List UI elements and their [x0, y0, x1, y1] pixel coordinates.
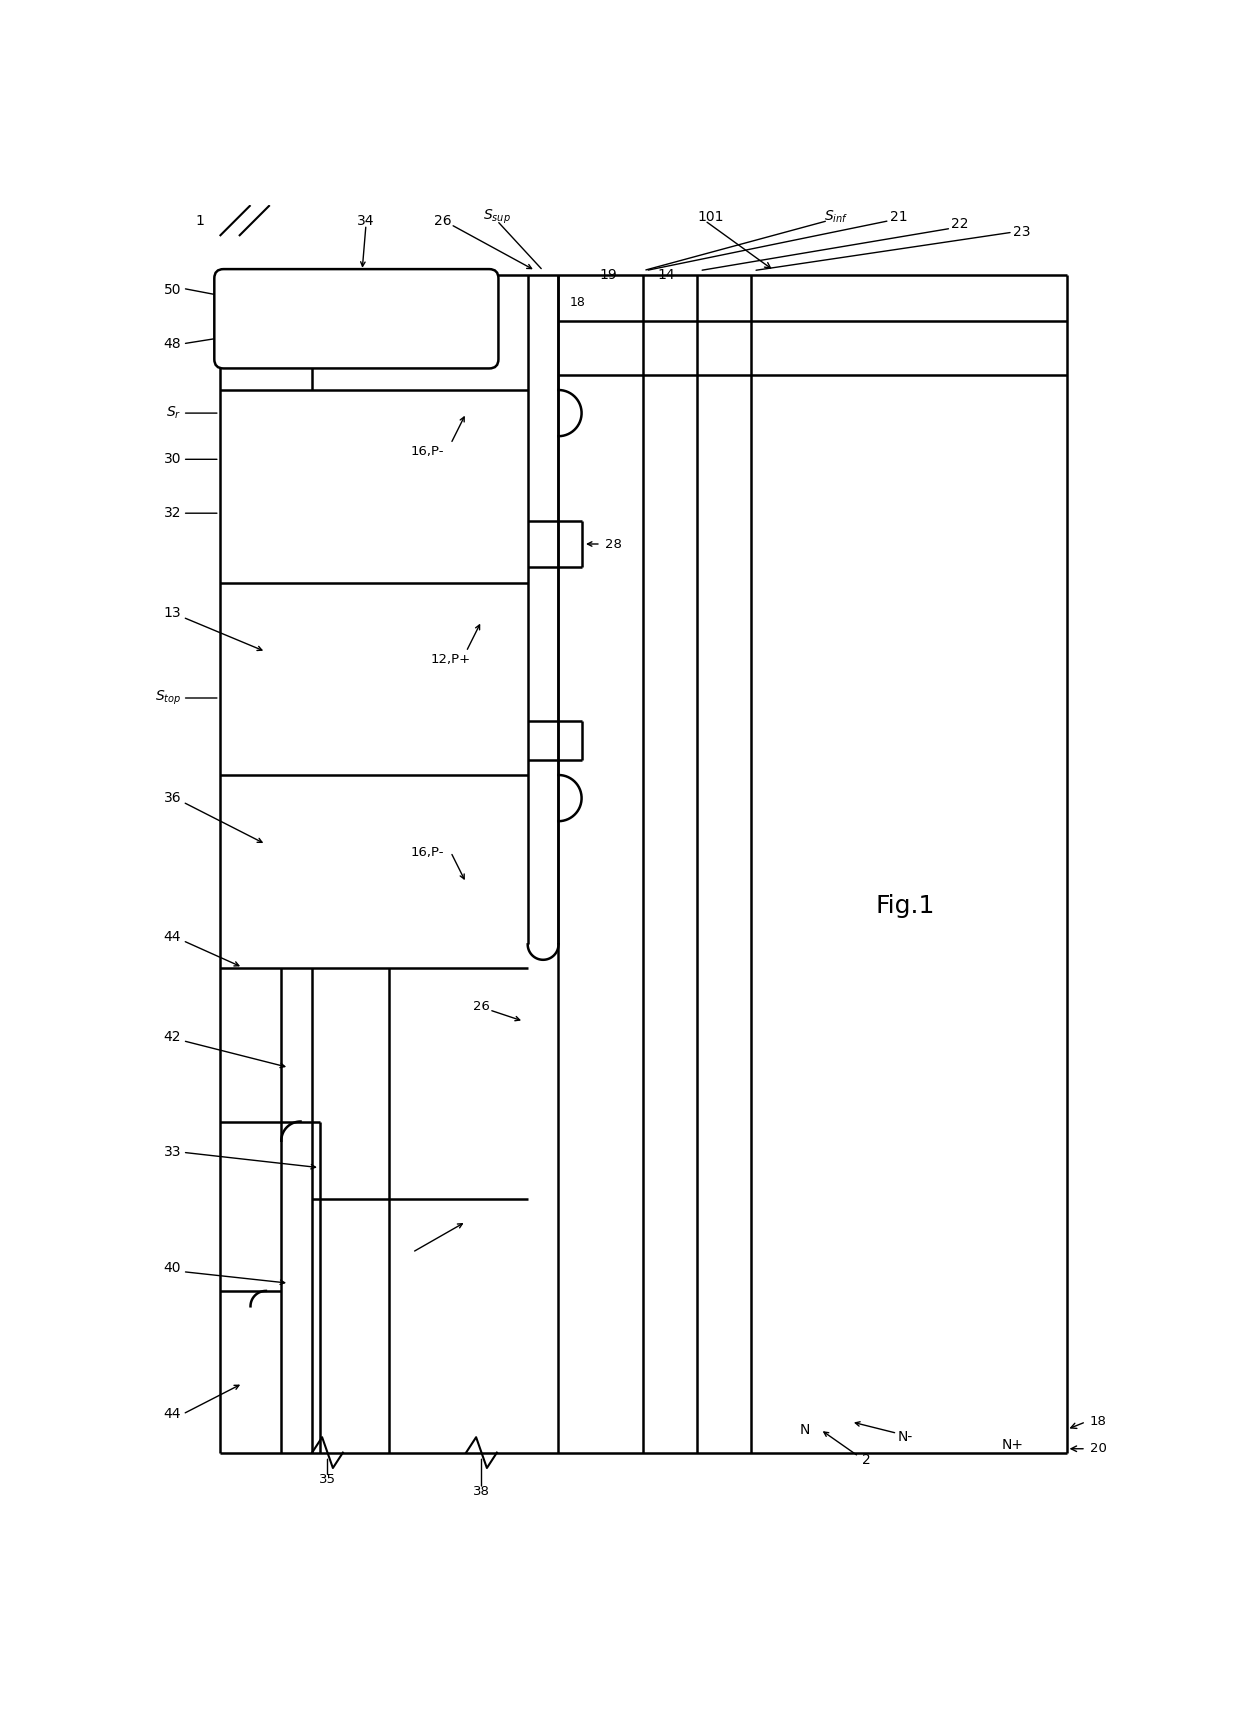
Text: 22: 22	[951, 217, 968, 231]
Text: 12,P+: 12,P+	[430, 653, 471, 665]
Text: $S_{top}$: $S_{top}$	[155, 689, 181, 708]
Text: 18: 18	[1090, 1416, 1106, 1428]
Text: 19: 19	[600, 267, 618, 282]
Text: 13: 13	[164, 607, 181, 621]
Text: N: N	[800, 1423, 810, 1436]
Text: $S_{inf}$: $S_{inf}$	[823, 209, 848, 226]
Text: 44: 44	[164, 1407, 181, 1421]
Text: 30: 30	[164, 453, 181, 467]
Text: 26: 26	[434, 214, 451, 227]
Text: 16,P-: 16,P-	[410, 845, 444, 858]
Text: 32: 32	[164, 506, 181, 520]
Text: N-: N-	[898, 1430, 913, 1445]
Text: 44: 44	[164, 930, 181, 944]
Text: 33: 33	[164, 1146, 181, 1159]
Text: 23: 23	[1013, 226, 1030, 239]
Text: 20: 20	[1090, 1442, 1106, 1455]
Text: N+: N+	[1002, 1438, 1024, 1452]
Text: 35: 35	[319, 1472, 336, 1486]
Text: 50: 50	[164, 282, 181, 298]
Text: 26: 26	[474, 1000, 490, 1012]
Text: 16,P-: 16,P-	[410, 445, 444, 458]
Text: Fig.1: Fig.1	[875, 894, 935, 918]
Text: 28: 28	[605, 537, 621, 551]
Text: 48: 48	[164, 337, 181, 351]
Text: $S_{sup}$: $S_{sup}$	[484, 207, 511, 226]
Text: 34: 34	[357, 214, 374, 227]
Text: 38: 38	[474, 1484, 490, 1498]
FancyBboxPatch shape	[215, 268, 498, 368]
Text: 14: 14	[657, 267, 675, 282]
Text: 42: 42	[164, 1029, 181, 1043]
Text: 40: 40	[164, 1260, 181, 1274]
Text: 21: 21	[889, 210, 908, 224]
Text: 1: 1	[196, 214, 205, 227]
Text: 101: 101	[697, 210, 724, 224]
Text: 36: 36	[164, 792, 181, 805]
Text: 2: 2	[862, 1454, 870, 1467]
Text: 18: 18	[570, 296, 587, 310]
Text: $S_r$: $S_r$	[166, 405, 181, 421]
